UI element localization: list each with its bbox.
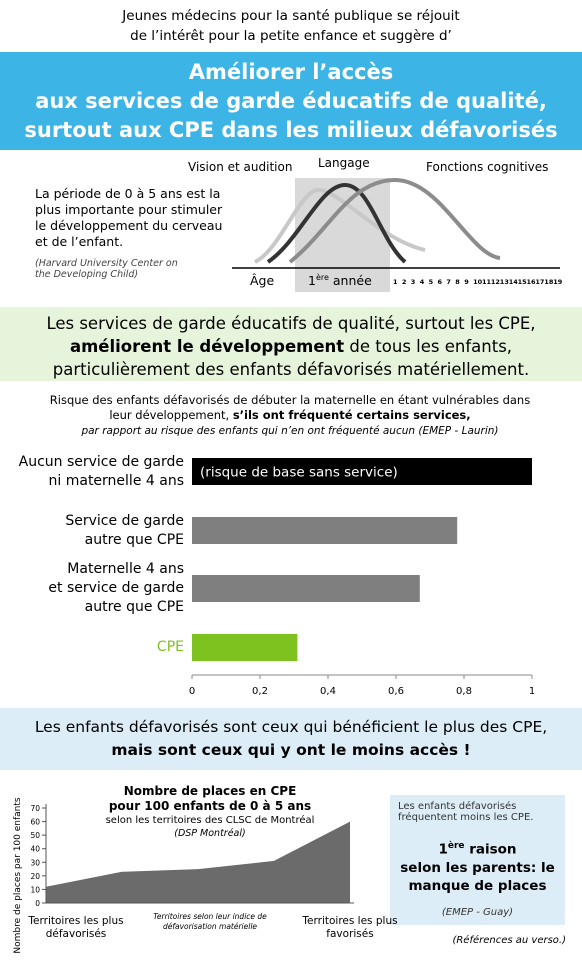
x-note: Territoires selon leur indice de défavor… (153, 912, 267, 931)
bar-title-bold: s’ils ont fréquenté certains services, (232, 408, 471, 422)
development-source: (Harvard University Center on the Develo… (35, 258, 178, 280)
message-line: mais sont ceux qui y ont le moins accès … (111, 741, 471, 759)
age-tick: 15 (518, 278, 528, 286)
category-label: Aucun service de garde ni maternelle 4 a… (18, 453, 184, 489)
first-year-number: 1 (308, 273, 316, 288)
y-tick-label: 40 (30, 845, 40, 854)
bar-subtitle: par rapport au risque des enfants qui n’… (81, 425, 499, 437)
age-tick: 12 (491, 278, 500, 286)
side-word: raison (464, 841, 517, 858)
age-tick: 17 (535, 278, 544, 286)
curve-label: Vision et audition (188, 160, 292, 174)
y-tick-label: 60 (30, 818, 40, 827)
age-ticks: 1 2 3 4 5 6 7 8 9 10 11 12 13 14 15 16 17 18 19 (393, 278, 563, 286)
side-line: 1ère raison (390, 837, 565, 859)
category-label: CPE (156, 639, 184, 655)
message-text: de tous les enfants, (344, 337, 513, 356)
side-suffix: ère (447, 841, 465, 851)
x-tick-label: 0,6 (388, 686, 404, 697)
area-title: Nombre de places en CPE pour 100 enfants… (108, 784, 312, 813)
x-tick-label: 0,4 (320, 686, 336, 697)
age-tick: 11 (482, 278, 492, 286)
bar (192, 634, 298, 661)
y-tick-label: 30 (30, 858, 40, 867)
age-tick: 10 (473, 278, 483, 286)
age-tick: 9 (464, 278, 469, 286)
header-line: Jeunes médecins pour la santé publique s… (122, 8, 460, 24)
age-tick: 6 (438, 278, 443, 286)
message-line: particulièrement des enfants défavorisés… (52, 360, 530, 379)
first-year-text: année (329, 273, 372, 288)
bar-annotation: (risque de base sans service) (200, 465, 398, 481)
bar (192, 517, 458, 544)
age-tick: 16 (527, 278, 537, 286)
axis-label: Âge (250, 273, 274, 288)
side-number: 1 (438, 841, 448, 858)
age-tick: 13 (500, 278, 509, 286)
banner: Améliorer l’accès aux services de garde … (0, 52, 582, 150)
message-bold: améliorent le développement (69, 337, 345, 356)
banner-line: Améliorer l’accès (188, 60, 394, 84)
y-tick-label: 50 (30, 831, 40, 840)
x-tick-label: 1 (529, 686, 535, 697)
side-intro: Les enfants défavorisés fréquentent moin… (398, 801, 534, 823)
age-tick: 4 (420, 278, 425, 286)
x-tick-label: 0,2 (252, 686, 268, 697)
area-source: (DSP Montréal) (174, 828, 246, 839)
first-year: 1ère année (308, 272, 372, 288)
side-line: manque de places (408, 877, 547, 894)
y-tick-label: 10 (30, 885, 40, 894)
age-tick: 19 (553, 278, 563, 286)
category-label: Service de garde autre que CPE (65, 512, 184, 548)
x-tick-label: 0 (189, 686, 195, 697)
area (46, 821, 350, 903)
development-text: La période de 0 à 5 ans est la plus impo… (35, 186, 223, 249)
side-reason: 1ère raison selon les parents: le manque… (390, 837, 565, 895)
header: Jeunes médecins pour la santé publique s… (0, 6, 582, 46)
first-year-zone (295, 178, 390, 292)
bar (192, 458, 532, 485)
curve-label: Langage (318, 156, 370, 170)
age-tick: 5 (429, 278, 434, 286)
bar (192, 575, 420, 602)
message-green: Les services de garde éducatifs de quali… (0, 307, 582, 381)
first-year-suffix: ère (316, 272, 329, 282)
message-line: Les enfants défavorisés sont ceux qui bé… (34, 718, 548, 736)
y-axis-label: Nombre de places par 100 enfants (13, 797, 23, 953)
header-line: de l’intérêt pour la petite enfance et s… (130, 28, 452, 44)
category-label: Maternelle 4 ans et service de garde aut… (48, 561, 184, 615)
bar-title: Risque des enfants défavorisés de débute… (40, 393, 540, 439)
curve-label: Fonctions cognitives (426, 160, 548, 174)
y-tick-label: 0 (35, 899, 40, 908)
age-tick: 8 (455, 278, 460, 286)
message-blue: Les enfants défavorisés sont ceux qui bé… (0, 708, 582, 770)
area-subtitle: selon les territoires des CLSC de Montré… (105, 815, 315, 826)
message-line: améliorent le développement de tous les … (0, 335, 582, 358)
bar-title-text: Risque des enfants défavorisés de débute… (49, 393, 531, 422)
y-tick-label: 70 (30, 804, 40, 813)
age-tick: 3 (411, 278, 416, 286)
side-box: Les enfants défavorisés fréquentent moin… (390, 795, 565, 925)
side-line: selon les parents: le (400, 859, 555, 876)
cognition-curve (288, 177, 501, 264)
banner-line: aux services de garde éducatifs de quali… (35, 89, 547, 113)
message-line: Les services de garde éducatifs de quali… (46, 314, 536, 333)
y-tick-label: 20 (30, 872, 40, 881)
vision-curve (253, 187, 426, 264)
banner-line: surtout aux CPE dans les milieux défavor… (24, 118, 558, 142)
x-tick-label: 0,8 (456, 686, 472, 697)
footer: (Références au verso.) (452, 935, 566, 946)
side-source: (EMEP - Guay) (441, 907, 514, 918)
x-tick-label: Territoires les plus favorisés (302, 915, 398, 940)
age-tick: 14 (509, 278, 519, 286)
x-tick-label: Territoires les plus défavorisés (28, 915, 124, 940)
age-tick: 2 (402, 278, 407, 286)
language-curve (266, 182, 407, 264)
age-tick: 18 (544, 278, 554, 286)
age-tick: 1 (393, 278, 398, 286)
age-tick: 7 (446, 278, 451, 286)
